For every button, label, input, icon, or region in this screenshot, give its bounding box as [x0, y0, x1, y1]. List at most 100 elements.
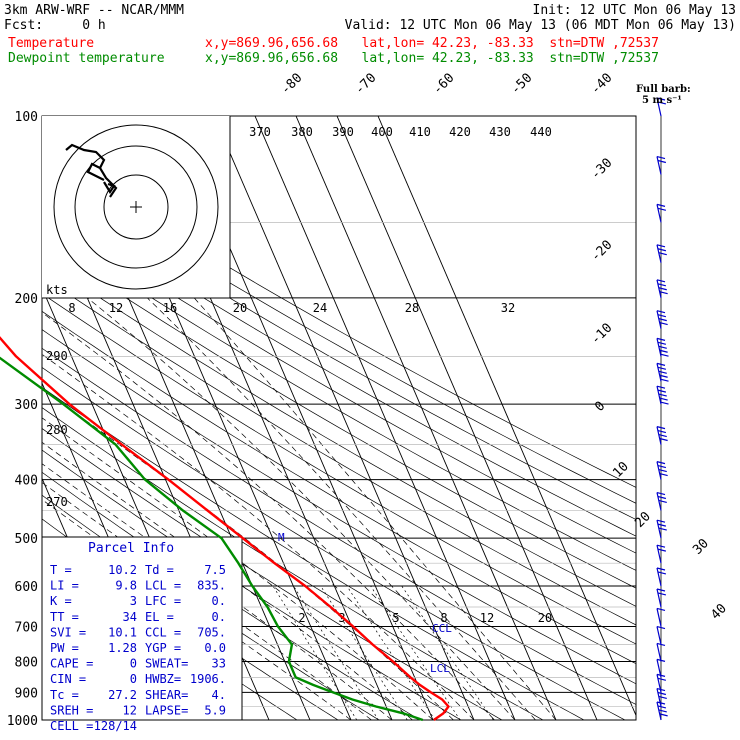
wind-barb-flag	[656, 426, 666, 430]
wind-barb-flag	[658, 527, 667, 531]
hodograph-ring	[53, 124, 219, 290]
wind-barb-flag	[659, 349, 668, 353]
parcel-field-label: HWBZ=	[145, 672, 181, 686]
wind-barb-staff	[656, 97, 662, 117]
wind-barb-staff	[656, 567, 662, 587]
sounding-series	[0, 336, 450, 722]
wind-barb-flag	[658, 433, 667, 438]
parcel-field-value: 0.0	[204, 641, 226, 655]
wind-barb-staff	[656, 461, 662, 480]
wind-barb-flag	[658, 370, 667, 374]
forecast-hour: Fcst: 0 h	[4, 18, 106, 33]
parcel-field-label: CCL =	[145, 625, 181, 639]
wind-barb	[656, 244, 667, 263]
parcel-field-value: 34	[123, 610, 137, 624]
temperature-label: -40	[588, 71, 615, 98]
wind-barb-staff	[656, 545, 662, 564]
theta-label: 410	[409, 125, 431, 139]
wind-barb-staff	[656, 244, 662, 263]
parcel-field-value: 33	[212, 657, 226, 671]
wind-barb-flag	[656, 244, 666, 248]
parcel-field-label: SHEAR=	[145, 688, 188, 702]
lcl-marker: LCL	[430, 662, 450, 675]
wind-barb-flag	[656, 310, 666, 314]
wind-barb-flag	[657, 314, 667, 318]
wind-barb-flag	[658, 499, 667, 504]
mixing-ratio-label: 20	[538, 611, 552, 625]
wind-barb-flag	[656, 155, 666, 160]
wind-barb	[656, 687, 667, 707]
wind-barb-flag	[656, 625, 666, 630]
wind-barb-flag	[657, 523, 667, 527]
parcel-field-value: 27.2	[108, 688, 137, 702]
barb-legend-title: Full barb:	[636, 84, 691, 95]
wind-barb-staff	[656, 643, 662, 662]
parcel-field-value: 705.	[197, 625, 226, 639]
wind-barb-flag	[659, 472, 668, 477]
wind-barb-flag	[656, 491, 666, 496]
wind-barb-flag	[656, 642, 666, 647]
wind-barb-flag	[656, 461, 666, 465]
pressure-label: 600	[15, 580, 38, 595]
wind-barb-staff	[656, 626, 662, 645]
wind-barb-flag	[656, 673, 666, 677]
wind-barb-flag	[657, 159, 667, 164]
parcel-field-value: 0	[130, 672, 137, 686]
pressure-label: 500	[15, 532, 38, 547]
isotherm-line	[254, 116, 516, 720]
mixing-ratio-line	[346, 585, 436, 720]
wind-barb-staff	[656, 204, 662, 223]
pressure-label: 400	[15, 474, 38, 489]
parcel-field-label: Tc =	[50, 688, 79, 702]
hodograph-ring-label: 24	[313, 301, 327, 315]
wind-barb-flag	[657, 341, 667, 345]
wind-barb	[656, 155, 667, 175]
valid-time: Valid: 12 UTC Mon 06 May 13 (06 MDT Mon …	[344, 18, 736, 33]
hodograph-ring-label: 16	[163, 301, 177, 315]
wind-barbs	[656, 97, 669, 721]
theta-label: 440	[530, 125, 552, 139]
theta-label: 400	[371, 125, 393, 139]
temperature-label: 30	[690, 536, 712, 558]
theta-label: 430	[489, 125, 511, 139]
wind-barb-flag	[659, 322, 668, 326]
wind-barb-flag	[658, 252, 667, 256]
wind-barb-staff	[656, 701, 662, 721]
wind-barb	[656, 362, 669, 382]
isotherm-line	[213, 116, 475, 720]
moist-adiabat	[42, 417, 434, 720]
parcel-field-value: 12	[123, 703, 137, 717]
wind-barb-flag	[657, 389, 667, 393]
wind-barb-staff	[656, 279, 662, 298]
side-theta-label: 280	[46, 423, 68, 437]
hodograph-ring-label: 8	[68, 301, 75, 315]
ccl-marker: CCL	[432, 622, 452, 635]
parcel-field-label: YGP =	[145, 641, 181, 655]
parcel-field-value: 0	[130, 657, 137, 671]
wind-barb-flag	[656, 658, 666, 662]
wind-barb-flag	[658, 318, 667, 322]
wind-barb-flag	[658, 393, 667, 397]
side-theta-label: 290	[46, 349, 68, 363]
wind-barb-flag	[658, 468, 667, 473]
parcel-field-value: 4.	[212, 688, 226, 702]
wind-barb-flag	[658, 709, 667, 713]
wind-barb-flag	[657, 366, 667, 370]
wind-barb	[656, 426, 668, 445]
wind-barb-flag	[656, 97, 666, 101]
wind-barb	[656, 607, 666, 627]
temperature-label: 20	[632, 509, 654, 531]
wind-barb-flag	[656, 385, 666, 389]
parcel-field-value: 10.1	[108, 625, 137, 639]
wind-barb-flag	[656, 701, 666, 705]
wind-barb-flag	[657, 495, 667, 500]
parcel-field-label: TT =	[50, 610, 79, 624]
moist-adiabat	[193, 297, 557, 720]
wind-barb-staff	[656, 688, 662, 707]
wind-barb-flag	[660, 378, 669, 382]
hodograph-ring-label: kts	[46, 283, 68, 297]
wind-barb-flag	[656, 588, 666, 592]
pressure-label: 200	[15, 292, 38, 307]
wind-barb-flag	[660, 353, 669, 357]
